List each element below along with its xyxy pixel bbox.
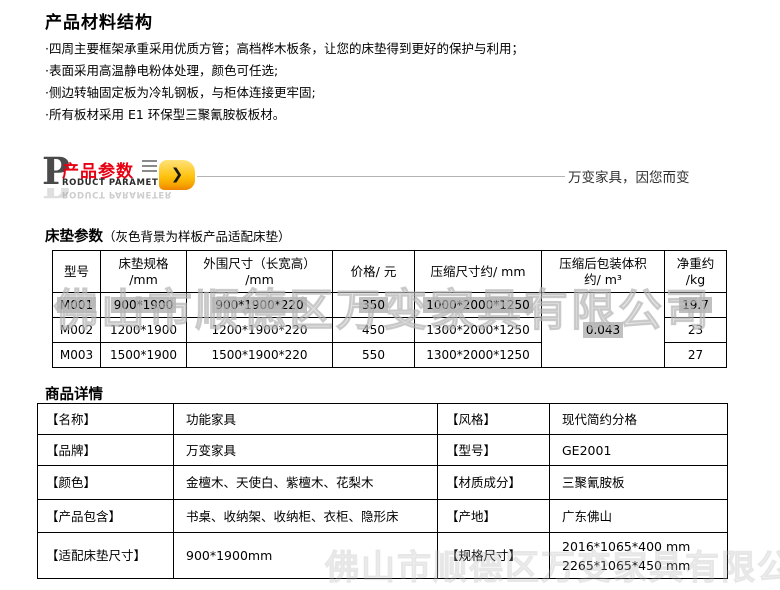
highlighted-value: 19.7 [679,297,712,313]
mattress-heading-note: （灰色背景为样板产品适配床垫） [103,229,291,244]
detail-label: 【品牌】 [37,434,174,466]
detail-label: 【材质成分】 [437,465,550,500]
cell-spec: 1500*1900 [100,342,187,368]
detail-value: 三聚氰胺板 [549,465,728,500]
col-header-spec: 床垫规格 /mm [100,250,187,293]
details-row: 【适配床垫尺寸】 900*1900mm 【规格尺寸】 2016*1065*400… [37,532,728,579]
brand-slogan: 万变家具，因您而变 [568,170,690,186]
detail-label: 【型号】 [437,434,550,466]
detail-label: 【颜色】 [37,465,174,500]
cell-compressed-size: 1000*2000*1250 [414,292,542,318]
detail-value: 广东佛山 [549,499,728,533]
detail-value: 功能家具 [173,403,438,435]
cell-price: 450 [332,317,415,343]
mattress-section-heading: 床垫参数（灰色背景为样板产品适配床垫） [45,225,291,246]
detail-value: GE2001 [549,434,728,466]
arrow-badge: ❯ [159,160,195,190]
cell-model: M003 [52,342,101,368]
detail-label: 【适配床垫尺寸】 [37,532,174,579]
banner-subtitle-reflection: RODUCT PARAMETER [62,189,172,199]
bullet-line: ·所有板材采用 E1 环保型三聚氰胺板板材。 [45,107,286,122]
highlighted-value: 900*1900*220 [212,297,307,313]
col-header-model: 型号 [52,250,101,293]
cell-spec: 900*1900 [100,292,187,318]
cell-price: 550 [332,342,415,368]
banner-title: 产品参数 [62,162,134,182]
details-row: 【颜色】 金檀木、天使白、紫檀木、花梨木 【材质成分】 三聚氰胺板 [37,465,728,500]
bullet-line: ·侧边转轴固定板为冷轧钢板，与柜体连接更牢固; [45,85,316,100]
logo-letter-p: P [42,149,70,193]
cell-outer-size: 900*1900*220 [186,292,333,318]
cell-model: M002 [52,317,101,343]
table-header-row: 型号 床垫规格 /mm 外围尺寸（长宽高） /mm 价格/ 元 压缩尺寸约/ m… [52,250,727,293]
col-header-compressed-size: 压缩尺寸约/ mm [414,250,542,293]
table-row: M003 1500*1900 1500*1900*220 550 1300*20… [52,342,727,368]
material-bullet-list: ·四周主要框架承重采用优质方管；高档桦木板条，让您的床垫得到更好的保护与利用； … [45,38,524,126]
cell-net-weight: 27 [664,342,727,368]
table-row: M002 1200*1900 1200*1900*220 450 1300*20… [52,317,727,343]
col-header-price: 价格/ 元 [332,250,415,293]
highlighted-value: 1000*2000*1250 [423,297,533,313]
highlighted-value: 900*1900 [110,297,177,313]
detail-value: 2016*1065*400 mm 2265*1065*450 mm [549,532,728,579]
details-row: 【名称】 功能家具 【风格】 现代简约分格 [37,403,728,435]
mattress-parameter-table: 型号 床垫规格 /mm 外围尺寸（长宽高） /mm 价格/ 元 压缩尺寸约/ m… [52,250,727,368]
bullet-line: ·四周主要框架承重采用优质方管；高档桦木板条，让您的床垫得到更好的保护与利用； [45,41,524,56]
chevron-right-icon: ❯ [170,164,184,183]
detail-label: 【产地】 [437,499,550,533]
col-header-net-weight: 净重约 /kg [664,250,727,293]
table-row: M001 900*1900 900*1900*220 350 1000*2000… [52,292,727,368]
details-row: 【品牌】 万变家具 【型号】 GE2001 [37,434,728,466]
banner-subtitle: RODUCT PARAMETER [62,178,172,188]
detail-label: 【名称】 [37,403,174,435]
detail-value: 900*1900mm [173,532,438,579]
details-row: 【产品包含】 书桌、收纳架、收纳柜、衣柜、隐形床 【产地】 广东佛山 [37,499,728,533]
highlighted-value: 350 [359,297,388,313]
detail-label: 【产品包含】 [37,499,174,533]
cell-compressed-size: 1300*2000*1250 [414,317,542,343]
detail-label: 【风格】 [437,403,550,435]
cell-model: M001 [52,292,101,318]
cell-outer-size: 1500*1900*220 [186,342,333,368]
col-header-outer-size: 外围尺寸（长宽高） /mm [186,250,333,293]
highlighted-value: 0.043 [582,322,624,338]
cell-spec: 1200*1900 [100,317,187,343]
detail-label: 【规格尺寸】 [437,532,550,579]
detail-value: 万变家具 [173,434,438,466]
cell-net-weight: 19.7 [664,292,727,318]
product-details-table: 【名称】 功能家具 【风格】 现代简约分格 【品牌】 万变家具 【型号】 GE2… [37,403,728,579]
menu-lines-icon [142,160,157,173]
cell-outer-size: 1200*1900*220 [186,317,333,343]
col-header-package-volume: 压缩后包装体积 约/ m³ [541,250,665,293]
cell-package-volume-merged: 0.043 [541,292,665,368]
detail-value: 金檀木、天使白、紫檀木、花梨木 [173,465,438,500]
page-title: 产品材料结构 [45,13,153,33]
cell-net-weight: 23 [664,317,727,343]
mattress-heading-text: 床垫参数 [45,229,103,245]
cell-compressed-size: 1300*2000*1250 [414,342,542,368]
highlighted-value: M001 [56,297,97,313]
divider-line [197,176,565,177]
detail-value: 现代简约分格 [549,403,728,435]
cell-price: 350 [332,292,415,318]
bullet-line: ·表面采用高温静电粉体处理，颜色可任选; [45,63,279,78]
details-section-heading: 商品详情 [45,387,103,403]
detail-value: 书桌、收纳架、收纳柜、衣柜、隐形床 [173,499,438,533]
